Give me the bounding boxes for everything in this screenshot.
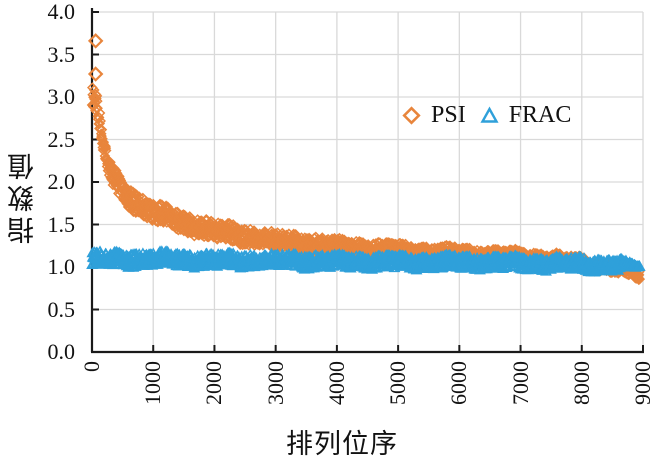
x-tick-label: 8000 bbox=[568, 361, 594, 405]
x-axis-title: 排列位序 bbox=[286, 429, 398, 458]
x-tick-label: 7000 bbox=[507, 361, 533, 405]
y-tick-label: 2.0 bbox=[47, 169, 76, 194]
y-tick-label: 1.0 bbox=[47, 254, 76, 279]
x-tick-label: 3000 bbox=[262, 361, 288, 405]
x-tick-label: 9000 bbox=[630, 361, 650, 405]
psi-diamond-icon bbox=[402, 106, 421, 125]
x-tick-label: 0 bbox=[79, 361, 104, 372]
y-tick-label: 0.5 bbox=[47, 296, 76, 322]
x-tick-label: 1000 bbox=[140, 361, 166, 405]
y-axis-title: 指数值 bbox=[8, 148, 38, 244]
legend: PSI FRAC bbox=[402, 102, 571, 129]
y-tick-label: 3.0 bbox=[47, 84, 76, 109]
legend-item-psi: PSI bbox=[402, 102, 466, 129]
x-tick-label: 2000 bbox=[201, 361, 227, 405]
legend-item-frac: FRAC bbox=[480, 102, 572, 129]
y-tick-label: 1.5 bbox=[47, 211, 76, 237]
legend-label-frac: FRAC bbox=[508, 102, 572, 128]
x-tick-label: 4000 bbox=[323, 361, 349, 405]
frac-triangle-icon bbox=[480, 106, 499, 123]
y-tick-label: 3.5 bbox=[47, 41, 76, 67]
y-tick-label: 2.5 bbox=[47, 126, 76, 152]
x-tick-label: 6000 bbox=[446, 361, 472, 405]
y-tick-label: 4.0 bbox=[47, 0, 76, 24]
legend-label-psi: PSI bbox=[431, 102, 466, 128]
x-tick-label: 5000 bbox=[385, 361, 411, 405]
y-tick-label: 0.0 bbox=[47, 339, 76, 364]
